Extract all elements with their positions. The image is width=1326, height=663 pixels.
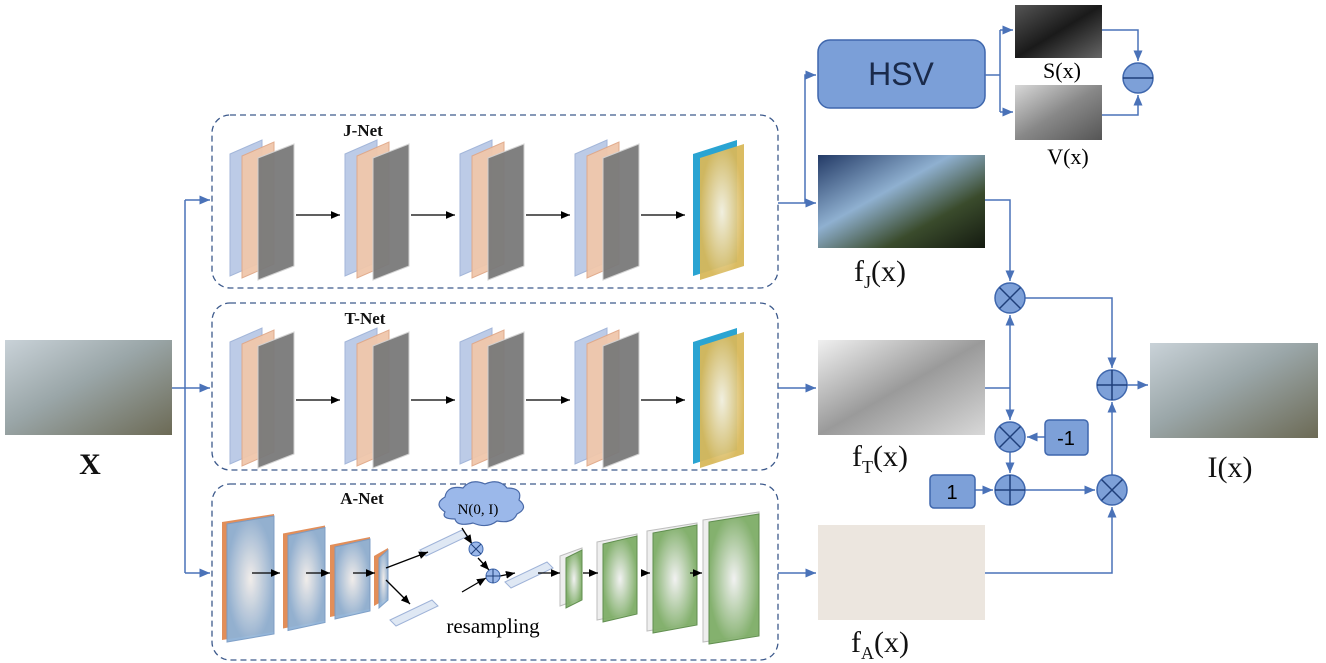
layer [487,331,525,469]
noise-cloud [438,481,525,527]
result-label: I(x) [1208,451,1253,484]
ft-tail: (x) [873,440,908,473]
latent [504,561,554,589]
minus-one-box [1044,419,1089,456]
add-sign [486,569,500,583]
fj-label: fJ(x) [854,255,906,292]
one-box [929,474,976,509]
fa-base: f [851,626,861,659]
fa-sub: A [861,643,874,663]
s-label: S(x) [1043,58,1081,83]
s-image [1015,5,1102,58]
j-net-box [211,114,779,289]
layer [602,331,640,469]
fj-base: f [854,255,864,288]
j-net-label: J-Net [343,121,383,140]
layer [602,143,640,281]
layer [378,548,389,610]
arrow [461,527,473,545]
ft-label: fT(x) [852,440,908,477]
fj-image [818,155,985,248]
ft-sub: T [862,457,873,477]
noise-label: N(0, I) [458,502,499,518]
layer [700,144,744,280]
layer [372,143,410,281]
layer [487,143,525,281]
arrow [385,551,429,569]
v-image [1015,85,1102,140]
one-label: 1 [946,482,957,504]
ft-base: f [852,440,862,473]
fj-tail: (x) [871,255,906,288]
operator-sign [998,425,1022,449]
layer [372,331,410,469]
layer [652,524,698,634]
arrow [499,570,516,579]
connections [778,25,1148,578]
layer [602,535,638,623]
fa-tail: (x) [874,626,909,659]
fj-sub: J [864,272,871,292]
latent [389,599,439,627]
arrow [385,579,411,605]
hsv-label: HSV [868,56,934,92]
arrow [461,577,487,593]
input-label: X [79,448,101,481]
layer [565,549,583,609]
operator-sign [1097,370,1127,400]
layer [708,513,760,645]
input-image [5,340,172,435]
layer [257,331,295,469]
operator-sign [998,286,1022,310]
operator-sign [1100,478,1124,502]
mul-sign [470,543,482,555]
input-connections [172,195,210,578]
layer [334,538,371,620]
fa-label: fA(x) [851,626,909,663]
t-net-box [211,302,779,471]
layer [257,143,295,281]
layers [222,139,760,645]
t-net-label: T-Net [345,309,386,328]
hsv-box [817,39,986,109]
operator-sign [995,475,1025,505]
minus-one-label: -1 [1057,428,1075,450]
v-label: V(x) [1047,144,1089,169]
layer [287,526,326,632]
operators [994,62,1154,506]
fa-image [818,525,985,620]
a-net-label: A-Net [340,489,384,508]
arrow [477,557,490,571]
output-image [1150,343,1318,438]
resampling-label: resampling [446,614,540,638]
layer [700,332,744,468]
layer [226,515,275,643]
ft-image [818,340,985,435]
